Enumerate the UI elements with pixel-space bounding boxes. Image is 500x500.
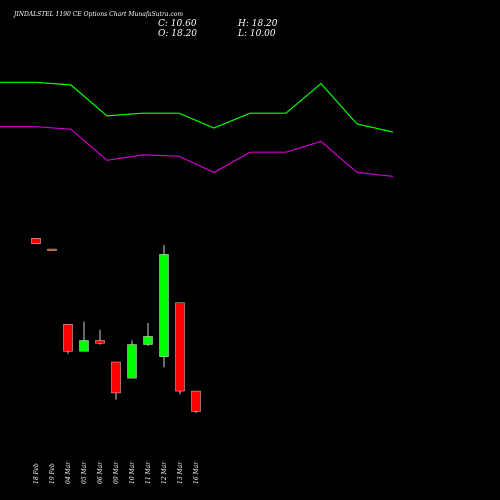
date-label: 04 Mar [65, 461, 72, 484]
candle [143, 323, 153, 346]
chart-title: JINDALSTEL 1190 CE Options Chart MunafaS… [14, 11, 184, 18]
date-label: 12 Mar [161, 461, 168, 484]
candle-body [47, 248, 57, 251]
date-label: 05 Mar [81, 461, 88, 484]
date-label: 11 Mar [145, 461, 152, 484]
candle-body [31, 238, 41, 244]
candle [63, 324, 73, 354]
candle-body [191, 390, 201, 412]
date-label: 19 Feb [49, 463, 56, 484]
candle [127, 340, 137, 379]
date-label: 09 Mar [113, 461, 120, 484]
candle-body [175, 302, 185, 392]
candle-body [127, 344, 137, 379]
high-value: H: 18.20 [238, 19, 278, 29]
candle [47, 248, 57, 251]
candles-layer [31, 238, 201, 414]
low-value: L: 10.00 [238, 29, 276, 39]
candle [79, 321, 89, 352]
candle-body [111, 361, 121, 394]
candle [111, 361, 121, 400]
date-axis: 18 Feb 19 Feb 04 Mar 05 Mar 06 Mar 09 Mar 10 M… [33, 461, 200, 484]
candle-body [63, 324, 73, 352]
candle [95, 329, 105, 345]
close-value: C: 10.60 [158, 19, 197, 29]
candle [159, 245, 169, 368]
candle [175, 302, 185, 395]
candle-body [95, 340, 105, 344]
date-label: 13 Mar [177, 461, 184, 484]
date-label: 18 Feb [33, 463, 40, 484]
date-label: 06 Mar [97, 461, 104, 484]
candle-body [79, 340, 89, 352]
candle-body [143, 336, 153, 345]
candle [31, 238, 41, 244]
candle [191, 390, 201, 414]
date-label: 10 Mar [129, 461, 136, 484]
candle-body [159, 254, 169, 357]
lower-band-line [0, 126, 394, 177]
bands-layer [0, 81, 394, 177]
open-value: O: 18.20 [158, 29, 198, 39]
date-label: 16 Mar [193, 461, 200, 484]
upper-band-line [0, 81, 394, 133]
